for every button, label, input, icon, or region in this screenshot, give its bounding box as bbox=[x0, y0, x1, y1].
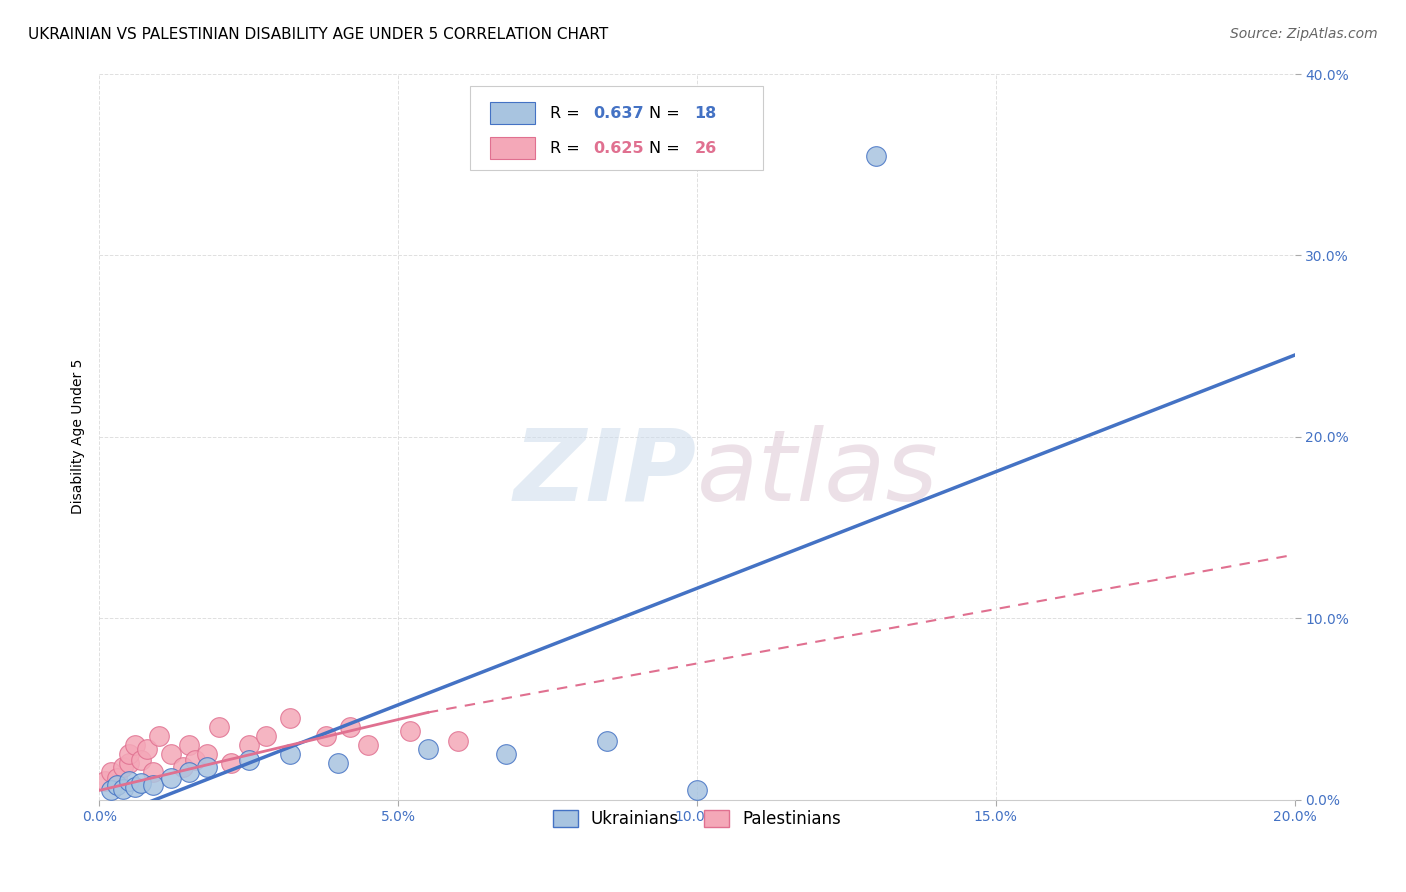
Point bbox=[136, 741, 159, 756]
Point bbox=[129, 753, 152, 767]
Point bbox=[238, 753, 260, 767]
Point bbox=[112, 760, 135, 774]
Point bbox=[865, 148, 887, 162]
Point bbox=[94, 774, 117, 789]
Text: 18: 18 bbox=[695, 105, 717, 120]
Text: UKRAINIAN VS PALESTINIAN DISABILITY AGE UNDER 5 CORRELATION CHART: UKRAINIAN VS PALESTINIAN DISABILITY AGE … bbox=[28, 27, 609, 42]
Text: 0.625: 0.625 bbox=[593, 141, 644, 155]
Point bbox=[124, 738, 146, 752]
Legend: Ukrainians, Palestinians: Ukrainians, Palestinians bbox=[546, 803, 848, 835]
Point bbox=[177, 738, 200, 752]
Point bbox=[100, 783, 122, 797]
Point bbox=[142, 765, 165, 780]
Y-axis label: Disability Age Under 5: Disability Age Under 5 bbox=[72, 359, 86, 515]
Point bbox=[219, 756, 242, 771]
Text: R =: R = bbox=[550, 141, 585, 155]
Point bbox=[447, 734, 470, 748]
Point bbox=[129, 776, 152, 790]
Point bbox=[256, 729, 278, 743]
Bar bbox=[491, 103, 536, 124]
Point bbox=[177, 765, 200, 780]
Point bbox=[172, 760, 194, 774]
Point bbox=[118, 774, 141, 789]
Text: 26: 26 bbox=[695, 141, 717, 155]
Text: N =: N = bbox=[650, 141, 685, 155]
Point bbox=[357, 738, 380, 752]
Point bbox=[328, 756, 350, 771]
Text: N =: N = bbox=[650, 105, 685, 120]
Point bbox=[100, 765, 122, 780]
Point bbox=[160, 747, 183, 761]
Point bbox=[195, 747, 218, 761]
Text: ZIP: ZIP bbox=[513, 425, 697, 522]
Point bbox=[280, 747, 302, 761]
Point bbox=[118, 747, 141, 761]
Point bbox=[686, 783, 709, 797]
Point bbox=[280, 711, 302, 725]
Text: 0.637: 0.637 bbox=[593, 105, 644, 120]
Text: Source: ZipAtlas.com: Source: ZipAtlas.com bbox=[1230, 27, 1378, 41]
Point bbox=[238, 738, 260, 752]
Point bbox=[208, 720, 231, 734]
Point bbox=[399, 723, 422, 738]
Point bbox=[105, 778, 128, 792]
FancyBboxPatch shape bbox=[470, 87, 762, 169]
Point bbox=[416, 741, 439, 756]
Point bbox=[339, 720, 361, 734]
Text: atlas: atlas bbox=[697, 425, 938, 522]
Point bbox=[142, 778, 165, 792]
Bar bbox=[491, 137, 536, 159]
Point bbox=[160, 771, 183, 785]
Point bbox=[495, 747, 517, 761]
Point bbox=[184, 753, 207, 767]
Point bbox=[118, 756, 141, 771]
Point bbox=[148, 729, 170, 743]
Point bbox=[124, 780, 146, 794]
Text: R =: R = bbox=[550, 105, 585, 120]
Point bbox=[315, 729, 337, 743]
Point bbox=[596, 734, 619, 748]
Point bbox=[195, 760, 218, 774]
Point bbox=[105, 771, 128, 785]
Point bbox=[112, 781, 135, 796]
